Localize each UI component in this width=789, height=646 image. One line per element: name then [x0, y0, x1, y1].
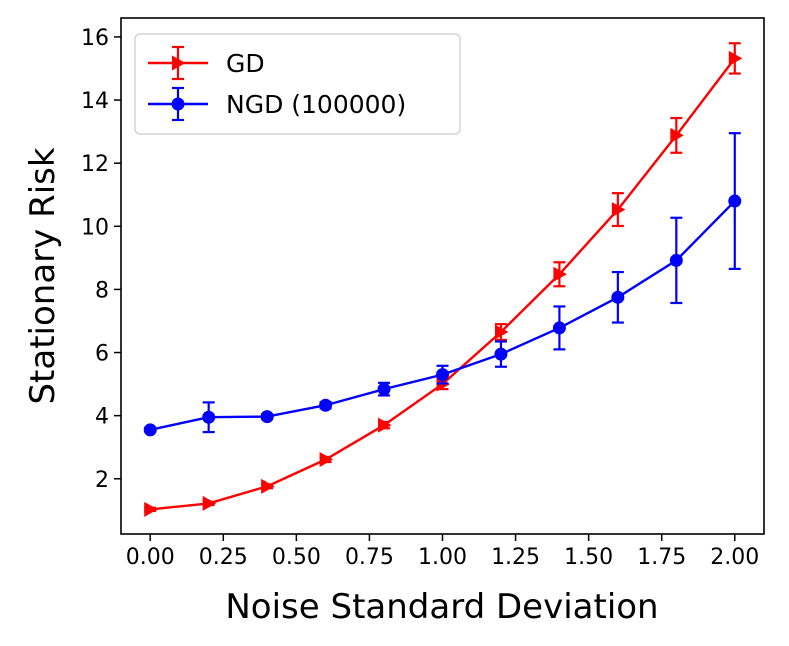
x-tick-label: 0.25	[199, 545, 248, 570]
data-point-ngd	[669, 253, 683, 267]
x-tick-label: 1.25	[491, 545, 540, 570]
data-point-ngd	[494, 347, 508, 361]
legend-label-gd: GD	[226, 49, 265, 78]
y-tick-label: 6	[95, 342, 109, 367]
y-tick-label: 8	[95, 278, 109, 303]
y-tick-label: 14	[81, 89, 109, 114]
data-point-gd	[553, 266, 567, 282]
data-point-ngd	[202, 410, 216, 424]
x-tick-label: 0.75	[345, 545, 394, 570]
x-tick-label: 1.75	[637, 545, 686, 570]
x-tick-label: 1.00	[418, 545, 467, 570]
legend-label-ngd: NGD (100000)	[226, 90, 406, 119]
series-line-ngd	[149, 200, 736, 432]
series-layer	[143, 42, 743, 517]
x-tick-label: 0.00	[126, 545, 175, 570]
data-point-gd	[378, 417, 392, 433]
data-point-gd	[611, 202, 626, 218]
data-point-gd	[261, 478, 275, 494]
data-point-ngd	[260, 410, 274, 424]
legend-marker-ngd	[171, 97, 185, 111]
x-axis-title: Noise Standard Deviation	[225, 587, 658, 627]
y-tick-label: 16	[81, 26, 109, 51]
y-tick-label: 2	[95, 468, 109, 493]
y-axis-title: Stationary Risk	[23, 147, 63, 404]
y-tick-label: 12	[81, 152, 109, 177]
data-point-ngd	[377, 382, 391, 396]
data-point-gd	[494, 324, 509, 340]
y-tick-label: 4	[95, 405, 109, 430]
data-point-gd	[728, 50, 743, 66]
data-point-gd	[144, 501, 158, 517]
legend: GD NGD (100000)	[134, 33, 461, 135]
x-tick-label: 0.50	[272, 545, 321, 570]
x-tick-label: 1.50	[564, 545, 613, 570]
data-point-gd	[202, 495, 217, 511]
data-point-ngd	[319, 398, 333, 412]
y-tick-label: 10	[81, 215, 109, 240]
data-point-ngd	[611, 290, 625, 304]
data-point-ngd	[436, 368, 449, 382]
data-point-gd	[319, 452, 334, 468]
data-point-gd	[670, 127, 684, 143]
x-axis-ticks: 0.00 0.25 0.50 0.75 1.00 1.25 1.50 1.75 2.00	[126, 534, 759, 570]
x-tick-label: 2.00	[710, 545, 759, 570]
data-point-ngd	[143, 423, 157, 437]
legend-marker-gd	[172, 55, 186, 71]
series-ngd	[143, 132, 742, 437]
y-axis-ticks: 2 4 6 8 10 12 14 16	[81, 26, 121, 493]
legend-box	[134, 33, 461, 135]
data-point-ngd	[728, 194, 742, 208]
data-point-ngd	[552, 321, 566, 335]
